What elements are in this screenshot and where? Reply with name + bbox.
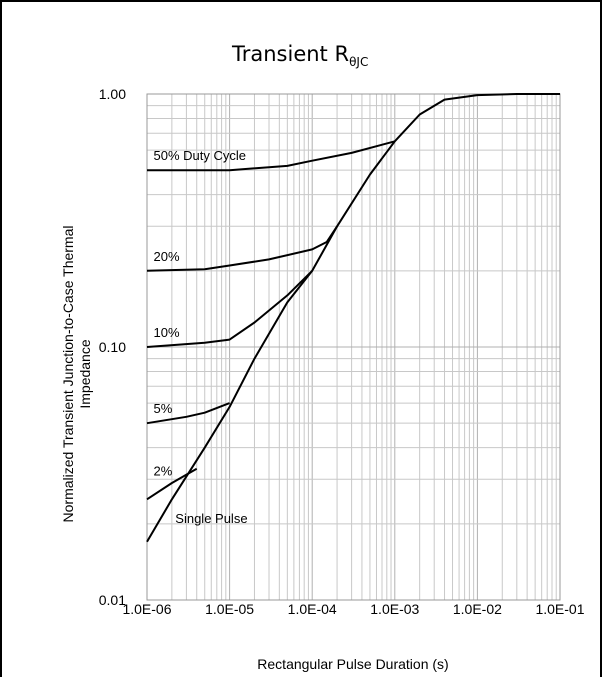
y-axis-label-line2: Impedance <box>77 339 93 408</box>
series-label: 5% <box>154 401 173 416</box>
chart-title-main: Transient R <box>231 42 349 66</box>
series-line <box>146 225 338 272</box>
series-line <box>146 270 313 348</box>
chart-title-subscript: θJC <box>349 55 368 69</box>
series-label: 2% <box>154 463 173 478</box>
y-tick-label: 0.10 <box>99 339 126 355</box>
y-tick-label: 0.01 <box>99 592 126 608</box>
x-tick-labels: 1.0E-06 1.0E-05 1.0E-04 1.0E-03 1.0E-02 1.0E-… <box>122 601 584 617</box>
series-line <box>146 402 230 425</box>
series-label: 50% Duty Cycle <box>154 148 246 163</box>
grid-lines <box>146 94 560 601</box>
series-labels: Single Pulse 2% 5% 10% 20% 50% Duty Cycle <box>154 148 248 526</box>
y-axis-label-line1: Normalized Transient Junction-to-Case Th… <box>60 226 76 523</box>
series-line <box>147 140 396 172</box>
y-tick-label: 1.00 <box>99 86 126 102</box>
x-tick-label: 1.0E-05 <box>205 601 254 617</box>
x-tick-label: 1.0E-02 <box>453 601 502 617</box>
y-tick-labels: 0.01 0.10 1.00 <box>99 86 126 608</box>
series-line <box>146 467 198 501</box>
x-axis-label: Rectangular Pulse Duration (s) <box>257 656 448 672</box>
x-tick-label: 1.0E-03 <box>370 601 419 617</box>
x-tick-label: 1.0E-01 <box>535 601 584 617</box>
series-label: 10% <box>154 325 180 340</box>
series-lines <box>146 93 560 543</box>
chart-title: Transient RθJC <box>231 42 368 69</box>
series-label: 20% <box>154 249 180 264</box>
x-tick-label: 1.0E-04 <box>288 601 337 617</box>
series-label: Single Pulse <box>175 511 247 526</box>
x-tick-label: 1.0E-06 <box>122 601 171 617</box>
